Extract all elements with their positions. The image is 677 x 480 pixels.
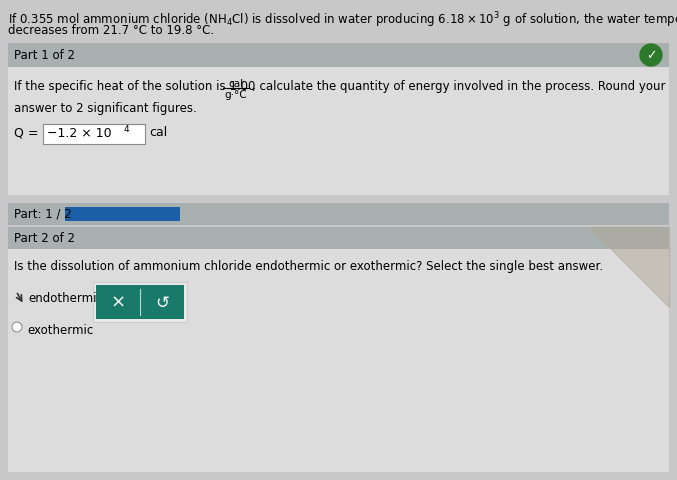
Text: ✓: ✓ [646,49,656,62]
Text: answer to 2 significant figures.: answer to 2 significant figures. [14,102,197,115]
Text: decreases from 21.7 °C to 19.8 °C.: decreases from 21.7 °C to 19.8 °C. [8,24,214,37]
Text: g·°C: g·°C [225,90,247,100]
Circle shape [12,323,22,332]
Bar [8,204,669,226]
Text: If 0.355 mol ammonium chloride $\mathregular{(NH_4Cl)}$ is dissolved in water pr: If 0.355 mol ammonium chloride $\mathreg… [8,10,677,30]
Text: cal: cal [228,79,244,89]
Bar [8,250,669,472]
Bar [96,286,184,319]
Bar [93,282,187,323]
Text: −1.2 × 10: −1.2 × 10 [47,127,112,140]
Text: Part: 1 / 2: Part: 1 / 2 [14,207,72,220]
Bar [8,228,669,250]
Text: Is the dissolution of ammonium chloride endothermic or exothermic? Select the si: Is the dissolution of ammonium chloride … [14,260,603,273]
Circle shape [640,45,662,67]
Text: exothermic: exothermic [27,324,93,336]
Polygon shape [589,228,669,307]
Text: endothermic: endothermic [28,291,103,304]
Bar [8,44,669,68]
Text: ↺: ↺ [155,293,169,312]
Text: , calculate the quantity of energy involved in the process. Round your: , calculate the quantity of energy invol… [252,80,665,93]
Bar [43,125,145,144]
Text: cal: cal [149,126,167,139]
Text: If the specific heat of the solution is 1.00: If the specific heat of the solution is … [14,80,259,93]
Text: 4: 4 [124,125,129,134]
Bar [65,207,180,222]
Text: Part 1 of 2: Part 1 of 2 [14,49,75,62]
Text: ×: × [110,293,125,312]
Text: Q =: Q = [14,126,43,139]
Text: Part 2 of 2: Part 2 of 2 [14,231,75,244]
Bar [8,68,669,195]
